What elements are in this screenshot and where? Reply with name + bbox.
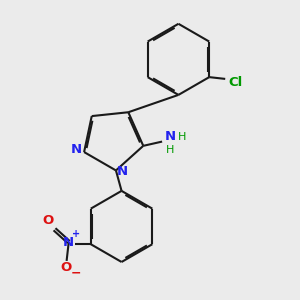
Text: N: N	[63, 236, 74, 249]
Text: O: O	[60, 261, 71, 274]
Text: −: −	[70, 266, 81, 279]
Text: N: N	[117, 165, 128, 178]
Text: N: N	[164, 130, 175, 143]
Text: Cl: Cl	[229, 76, 243, 89]
Text: H: H	[178, 132, 187, 142]
Text: +: +	[73, 229, 81, 239]
Text: H: H	[166, 146, 174, 155]
Text: O: O	[43, 214, 54, 227]
Text: N: N	[71, 143, 82, 156]
